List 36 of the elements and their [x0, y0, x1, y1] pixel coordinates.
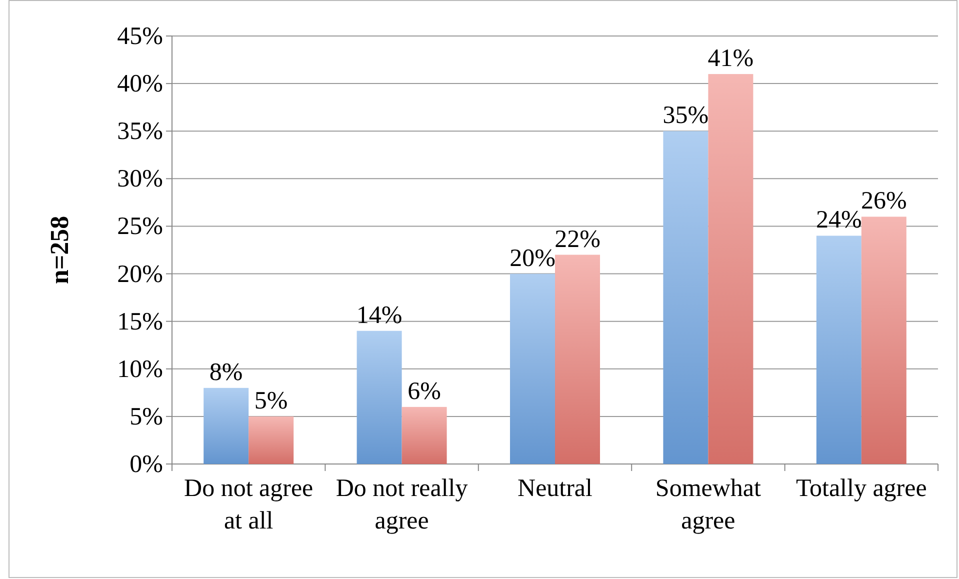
y-tick-label: 20%: [117, 260, 163, 288]
bar: [708, 74, 754, 464]
data-label: 5%: [254, 387, 288, 414]
bar: [663, 131, 708, 464]
x-tick-label: Neutral: [518, 474, 593, 502]
data-label: 8%: [209, 358, 243, 386]
bar: [816, 236, 862, 464]
y-tick-label: 10%: [117, 356, 163, 383]
bar: [248, 416, 294, 464]
bar: [204, 388, 249, 464]
data-label: 26%: [860, 188, 907, 215]
data-label: 14%: [356, 302, 402, 329]
y-axis-title: n=258: [45, 216, 74, 284]
data-label: 41%: [708, 45, 754, 72]
bar: [510, 274, 555, 464]
x-tick-label: Somewhat agree: [655, 474, 762, 534]
y-tick-label: 30%: [117, 166, 163, 193]
x-tick-label: Do not agree at all: [184, 474, 314, 534]
y-tick-label: 5%: [130, 403, 163, 430]
bar: [555, 254, 600, 464]
x-tick-label: Totally agree: [796, 474, 927, 502]
y-tick-label: 25%: [117, 213, 163, 240]
y-tick-label: 15%: [117, 308, 163, 336]
data-label: 35%: [662, 102, 709, 130]
data-label: 24%: [816, 206, 862, 234]
y-tick-label: 35%: [117, 118, 163, 146]
data-label: 22%: [554, 226, 600, 253]
data-label: 6%: [408, 378, 441, 405]
data-label: 20%: [510, 244, 556, 272]
y-tick-label: 45%: [117, 23, 163, 50]
y-tick-label: 0%: [130, 451, 163, 478]
bar: [356, 330, 402, 464]
bar: [402, 406, 447, 464]
bar: [861, 216, 906, 464]
y-tick-label: 40%: [117, 70, 163, 98]
x-tick-label: Do not really agree: [336, 474, 468, 534]
